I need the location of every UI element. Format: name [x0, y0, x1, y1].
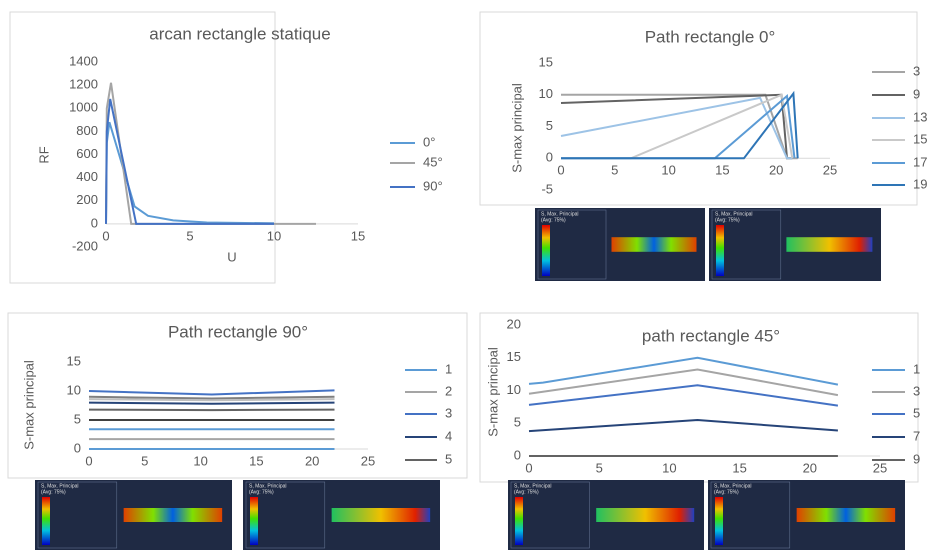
y-tick-label: 5 — [546, 118, 553, 133]
legend-label: 7 — [913, 428, 920, 443]
thumbnail-colorbar — [542, 225, 550, 276]
legend-label: 3 — [445, 405, 452, 420]
y-tick-label: 600 — [76, 146, 98, 161]
x-tick-label: 20 — [305, 453, 319, 468]
legend-label: 17 — [913, 154, 927, 169]
thumbnail-beam — [797, 508, 896, 522]
x-axis-label: U — [227, 249, 236, 264]
y-tick-label: 5 — [514, 415, 521, 430]
y-tick-label: 1000 — [69, 100, 98, 115]
x-tick-label: 20 — [803, 460, 817, 475]
x-tick-label: 5 — [596, 460, 603, 475]
legend-label: 90° — [423, 178, 443, 193]
thumbnail-colorbar — [42, 497, 50, 545]
y-tick-label: 1400 — [69, 53, 98, 68]
thumbnail-beam — [612, 237, 697, 252]
x-tick-label: 15 — [732, 460, 746, 475]
y-axis-label: RF — [36, 146, 51, 163]
x-tick-label: 0 — [85, 453, 92, 468]
thumbnail-colorbar — [716, 225, 724, 276]
thumbnail-beam — [596, 508, 694, 522]
x-tick-label: 15 — [351, 228, 365, 243]
thumbnail-beam — [332, 508, 431, 522]
chart-title: Path rectangle 90° — [168, 322, 308, 341]
y-tick-label: 0 — [514, 447, 521, 462]
legend-label: 0° — [423, 134, 435, 149]
y-tick-label: 10 — [539, 86, 553, 101]
x-tick-label: 10 — [193, 453, 207, 468]
thumbnail-colorbar — [715, 497, 723, 545]
y-tick-label: 15 — [507, 349, 521, 364]
y-tick-label: 400 — [76, 169, 98, 184]
y-axis-label: S-max principal — [21, 360, 36, 450]
x-tick-label: 0 — [557, 163, 564, 178]
x-tick-label: 25 — [361, 453, 375, 468]
thumbnail-subtitle: (Avg: 75%) — [41, 489, 66, 495]
x-tick-label: 5 — [186, 228, 193, 243]
y-tick-label: 200 — [76, 192, 98, 207]
legend-label: 45° — [423, 154, 443, 169]
y-tick-label: 20 — [507, 316, 521, 331]
x-tick-label: 20 — [769, 163, 783, 178]
x-tick-label: 5 — [141, 453, 148, 468]
thumbnail-colorbar — [515, 497, 523, 545]
series-line — [89, 410, 335, 411]
thumbnail-colorbar — [250, 497, 258, 545]
thumbnail-subtitle: (Avg: 75%) — [541, 217, 566, 223]
x-tick-label: 15 — [715, 163, 729, 178]
y-tick-label: 800 — [76, 123, 98, 138]
y-tick-label: 0 — [546, 150, 553, 165]
legend-label: 1 — [913, 361, 920, 376]
legend-label: 19 — [913, 176, 927, 191]
thumbnail-subtitle: (Avg: 75%) — [715, 217, 740, 223]
x-tick-label: 5 — [611, 163, 618, 178]
thumbnail-subtitle: (Avg: 75%) — [249, 489, 274, 495]
x-tick-label: 10 — [662, 460, 676, 475]
chart-title: Path rectangle 0° — [645, 27, 776, 46]
legend-label: 4 — [445, 428, 452, 443]
legend-label: 5 — [445, 451, 452, 466]
x-tick-label: 25 — [873, 460, 887, 475]
thumbnail-subtitle: (Avg: 75%) — [514, 489, 539, 495]
legend-label: 9 — [913, 86, 920, 101]
y-tick-label: -5 — [541, 181, 553, 196]
x-tick-label: 25 — [823, 163, 837, 178]
x-tick-label: 15 — [249, 453, 263, 468]
x-tick-label: 10 — [267, 228, 281, 243]
thumbnail-beam — [124, 508, 222, 522]
legend-label: 3 — [913, 383, 920, 398]
y-tick-label: 10 — [507, 382, 521, 397]
page: arcan rectangle statiqueRFU-200020040060… — [0, 0, 932, 550]
legend-label: 3 — [913, 63, 920, 78]
legend-label: 2 — [445, 383, 452, 398]
chart-title: path rectangle 45° — [642, 326, 780, 345]
legend-label: 15 — [913, 131, 927, 146]
y-tick-label: 0 — [91, 215, 98, 230]
x-tick-label: 0 — [102, 228, 109, 243]
legend-label: 13 — [913, 109, 927, 124]
legend-label: 5 — [913, 405, 920, 420]
y-tick-label: 15 — [67, 353, 81, 368]
y-axis-label: S-max principal — [509, 83, 524, 173]
legend-label: 1 — [445, 361, 452, 376]
thumbnail-beam — [786, 237, 872, 252]
y-tick-label: 0 — [74, 440, 81, 455]
y-tick-label: 1200 — [69, 77, 98, 92]
y-tick-label: 15 — [539, 54, 553, 69]
y-tick-label: -200 — [72, 238, 98, 253]
chart-title: arcan rectangle statique — [149, 24, 330, 43]
y-tick-label: 10 — [67, 382, 81, 397]
y-tick-label: 5 — [74, 411, 81, 426]
thumbnail-subtitle: (Avg: 75%) — [714, 489, 739, 495]
x-tick-label: 10 — [661, 163, 675, 178]
x-tick-label: 0 — [525, 460, 532, 475]
y-axis-label: S-max principal — [485, 347, 500, 437]
legend-label: 9 — [913, 451, 920, 466]
